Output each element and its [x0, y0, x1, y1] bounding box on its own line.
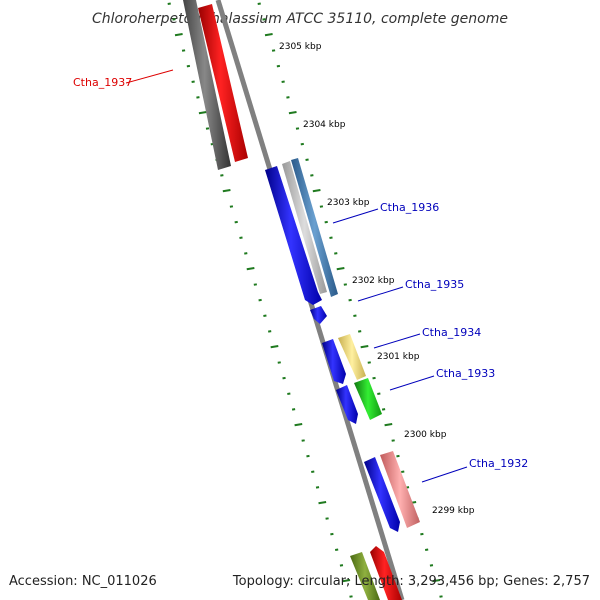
kbp-tick-label-2305: 2305 kbp	[279, 42, 322, 52]
gene-blue-ctha-1934a[interactable]	[322, 339, 346, 384]
reverse-strand-genes	[183, 0, 402, 600]
leader-ctha-1934	[373, 333, 421, 349]
gene-blue-ctha-1936a[interactable]	[265, 166, 322, 305]
label-ctha-1933[interactable]: Ctha_1933	[436, 367, 495, 380]
map-title: Chloroherpeton thalassium ATCC 35110, co…	[92, 11, 508, 27]
ruler-tick-left	[174, 33, 183, 37]
ruler-tick-right	[336, 267, 345, 271]
ruler-tick-right	[264, 33, 273, 37]
ruler-tick-left	[198, 111, 207, 115]
ruler-tick-left	[342, 579, 351, 583]
gene-blue-ctha-1933a[interactable]	[336, 385, 358, 424]
gene-blue-ctha-1932a[interactable]	[364, 457, 400, 532]
label-ctha-1936[interactable]: Ctha_1936	[380, 201, 439, 214]
ruler-tick-left	[222, 189, 231, 193]
gene-labels: Ctha_1937 Ctha_1936 Ctha_1935 Ctha_1934 …	[73, 69, 528, 483]
gene-ctha-1934[interactable]	[338, 334, 366, 380]
kbp-tick-label-2300: 2300 kbp	[404, 430, 447, 440]
kbp-tick-label-2301: 2301 kbp	[377, 352, 420, 362]
kbp-tick-label-2303: 2303 kbp	[327, 198, 370, 208]
forward-strand-genes	[265, 158, 420, 532]
gene-olive-ctha-1931[interactable]	[350, 552, 380, 600]
ruler-tick-right	[312, 189, 321, 193]
leader-ctha-1932	[421, 466, 468, 483]
ruler-tick-left	[318, 501, 327, 505]
ruler-tick-right	[432, 579, 441, 583]
accession-text: Accession: NC_011026	[9, 574, 157, 589]
ruler-tick-left	[270, 345, 279, 349]
ruler-tick-right	[288, 111, 297, 115]
label-ctha-1937[interactable]: Ctha_1937	[73, 76, 132, 89]
ruler-tick-right	[384, 423, 393, 427]
kbp-tick-label-2302: 2302 kbp	[352, 276, 395, 286]
label-ctha-1934[interactable]: Ctha_1934	[422, 326, 481, 339]
leader-ctha-1933	[389, 375, 435, 391]
leader-ctha-1935	[357, 286, 404, 302]
gene-lightgrey-ctha-1936b[interactable]	[282, 161, 327, 294]
gene-grey-ctha-1938[interactable]	[183, 0, 231, 170]
gene-blue-small[interactable]	[310, 306, 327, 324]
gene-ctha-1933[interactable]	[354, 378, 382, 420]
gene-red-ctha-1930[interactable]	[370, 546, 402, 600]
ruler-tick-left	[246, 267, 255, 271]
gene-ctha-1936[interactable]	[291, 158, 338, 297]
gene-ctha-1932[interactable]	[380, 451, 420, 528]
leader-ctha-1936	[332, 208, 379, 224]
topology-text: Topology: circular; Length: 3,293,456 bp…	[232, 574, 590, 589]
kbp-tick-label-2299: 2299 kbp	[432, 506, 475, 516]
label-ctha-1935[interactable]: Ctha_1935	[405, 278, 464, 291]
leader-ctha-1937	[125, 69, 174, 84]
kbp-ruler-labels: 2305 kbp 2304 kbp 2303 kbp 2302 kbp 2301…	[279, 42, 475, 516]
kbp-tick-label-2304: 2304 kbp	[303, 120, 346, 130]
gene-ctha-1937[interactable]	[198, 4, 248, 162]
ruler-tick-left	[294, 423, 303, 427]
ruler-tick-right	[360, 345, 369, 349]
label-ctha-1932[interactable]: Ctha_1932	[469, 457, 528, 470]
